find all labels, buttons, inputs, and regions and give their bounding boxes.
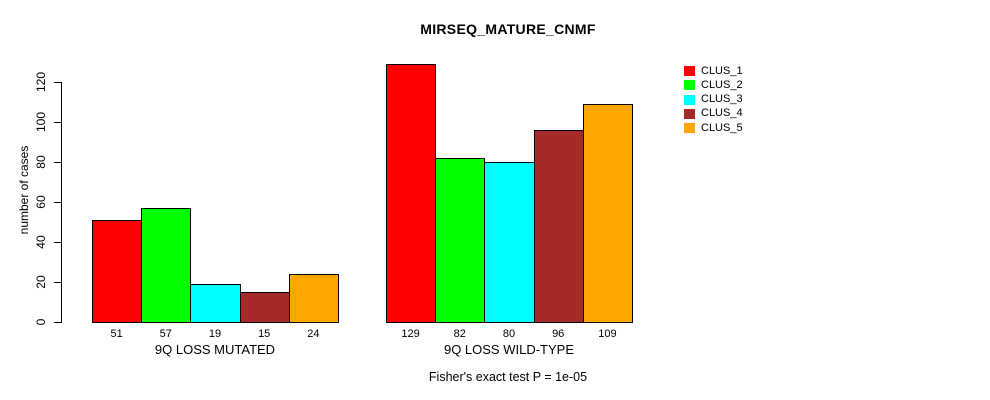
legend-swatch [684, 94, 695, 105]
bar [288, 274, 339, 323]
legend-label: CLUS_1 [701, 64, 743, 77]
y-tick [54, 162, 61, 163]
y-tick [54, 282, 61, 283]
bar-value-label: 51 [110, 328, 123, 340]
y-axis-label: number of cases [17, 145, 31, 235]
y-tick [54, 202, 61, 203]
y-tick-label: 40 [34, 235, 48, 249]
y-tick-label: 60 [34, 195, 48, 209]
bar-value-label: 24 [307, 328, 320, 340]
bar [533, 130, 584, 323]
y-tick-label: 120 [34, 71, 48, 93]
legend-item: CLUS_1 [684, 64, 743, 78]
bar-value-label: 19 [208, 328, 222, 340]
legend-swatch [684, 66, 695, 76]
y-tick [54, 82, 61, 83]
bar [386, 64, 437, 323]
legend-label: CLUS_3 [701, 93, 743, 106]
legend-label: CLUS_2 [701, 78, 743, 91]
legend-swatch [684, 123, 695, 134]
y-tick [54, 122, 61, 123]
y-tick-label: 0 [34, 318, 48, 326]
bar-value-label: 96 [552, 328, 565, 340]
y-tick-label: 80 [34, 155, 48, 169]
bar [92, 220, 143, 323]
legend-swatch [684, 108, 695, 119]
bar-value-label: 80 [502, 328, 516, 340]
bar [190, 284, 241, 323]
legend-item: CLUS_5 [684, 121, 743, 135]
bar-value-label: 129 [401, 328, 420, 340]
y-tick [54, 242, 61, 243]
bar [239, 292, 290, 323]
bar-value-label: 82 [453, 328, 466, 340]
bar [582, 104, 633, 323]
bar [435, 158, 486, 323]
legend-swatch [684, 80, 695, 91]
bar [141, 208, 192, 323]
legend-item: CLUS_2 [684, 78, 743, 92]
group-axis-label: 9Q LOSS MUTATED [154, 342, 276, 357]
y-tick-label: 100 [34, 111, 48, 133]
chart-title: MIRSEQ_MATURE_CNMF [420, 21, 596, 37]
bar-value-label: 109 [598, 328, 617, 340]
bar-value-label: 15 [258, 328, 271, 340]
y-axis-line [61, 82, 62, 323]
legend-label: CLUS_5 [701, 121, 743, 134]
legend-item: CLUS_3 [684, 93, 743, 107]
y-tick [54, 322, 61, 323]
bar [484, 162, 535, 323]
y-tick-label: 20 [34, 275, 48, 289]
legend-label: CLUS_4 [701, 107, 743, 120]
legend-item: CLUS_4 [684, 107, 743, 121]
group-axis-label: 9Q LOSS WILD-TYPE [443, 342, 575, 357]
footnote: Fisher's exact test P = 1e-05 [428, 370, 588, 384]
bar-value-label: 57 [159, 328, 172, 340]
